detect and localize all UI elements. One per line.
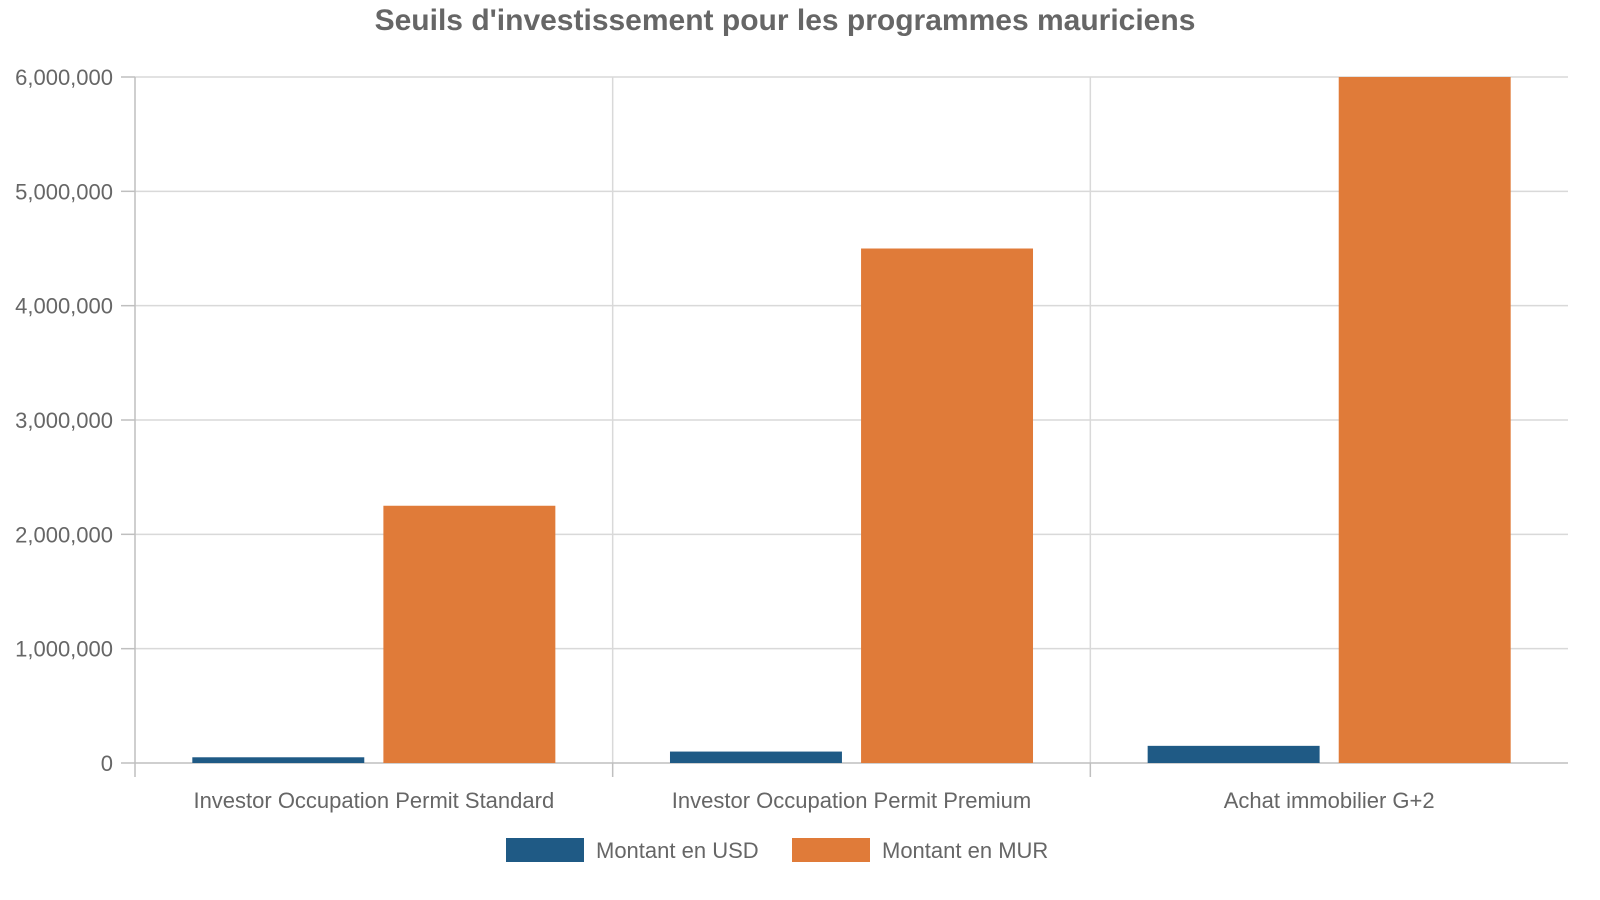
bars (192, 77, 1511, 763)
axes (134, 77, 1568, 777)
legend-label: Montant en USD (596, 838, 759, 863)
x-category-label: Investor Occupation Permit Premium (672, 788, 1031, 813)
legend-label: Montant en MUR (882, 838, 1048, 863)
x-category-label: Achat immobilier G+2 (1224, 788, 1435, 813)
y-tick-label: 1,000,000 (15, 637, 113, 662)
x-axis-labels: Investor Occupation Permit Standard Inves… (193, 788, 1434, 813)
legend: Montant en USD Montant en MUR (506, 838, 1048, 863)
bar-mur (1338, 77, 1511, 763)
bar-usd (669, 751, 842, 763)
bar-usd (192, 757, 365, 763)
grid-lines (135, 76, 1568, 763)
y-tick-label: 5,000,000 (15, 179, 113, 204)
bar-usd (1147, 745, 1320, 763)
legend-swatch (506, 838, 584, 862)
bar-mur (383, 505, 556, 763)
y-tick-label: 2,000,000 (15, 522, 113, 547)
y-tick-label: 4,000,000 (15, 294, 113, 319)
chart-title: Seuils d'investissement pour les program… (375, 4, 1196, 37)
bar-mur (861, 248, 1034, 763)
y-tick-label: 6,000,000 (15, 65, 113, 90)
legend-swatch (792, 838, 870, 862)
y-tick-label: 0 (101, 751, 113, 776)
x-category-label: Investor Occupation Permit Standard (193, 788, 554, 813)
y-axis-ticks: 0 1,000,000 2,000,000 3,000,000 4,000,000 5,0… (15, 65, 135, 776)
y-tick-label: 3,000,000 (15, 408, 113, 433)
